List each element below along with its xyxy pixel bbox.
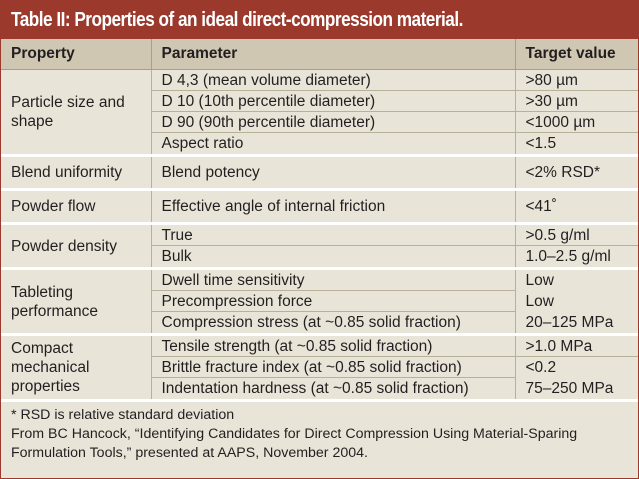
table-row: Powder flow Effective angle of internal … [1,188,638,224]
header-target: Target value [515,39,638,70]
table-row: Particle size and shape D 4,3 (mean volu… [1,69,638,156]
parameter-cell: Brittle fracture index (at ~0.85 solid f… [151,356,516,378]
table-row: Precompression force Low [1,290,638,312]
parameter-cell: Effective angle of internal friction [151,188,516,224]
properties-table: Property Parameter Target value Particle… [1,39,638,399]
parameter-cell: Compression stress (at ~0.85 solid fract… [151,311,516,335]
table-row: D 90 (90th percentile diameter) <1000 µm [1,111,638,133]
target-cell: <1000 µm [515,111,638,133]
header-property: Property [1,39,152,70]
parameter-cell: Bulk [151,245,516,269]
target-cell: <0.2 [515,356,638,378]
parameter-cell: True [151,222,516,246]
target-cell: >0.5 g/ml [515,222,638,246]
parameter-cell: Indentation hardness (at ~0.85 solid fra… [151,377,516,399]
table-row: D 10 (10th percentile diameter) >30 µm [1,90,638,112]
target-cell: 1.0–2.5 g/ml [515,245,638,269]
parameter-cell: D 10 (10th percentile diameter) [151,90,516,112]
table-row: Indentation hardness (at ~0.85 solid fra… [1,377,638,399]
table-row: Aspect ratio <1.5 [1,132,638,156]
property-cell: Compact mechanical properties [1,333,152,399]
header-parameter: Parameter [151,39,516,70]
target-cell: <1.5 [515,132,638,156]
parameter-cell: Aspect ratio [151,132,516,156]
parameter-cell: D 4,3 (mean volume diameter) [151,69,516,91]
parameter-cell: Blend potency [151,154,516,190]
target-cell: >80 µm [515,69,638,91]
target-cell: <41˚ [515,188,638,224]
table-row: Compact mechanical properties Tensile st… [1,333,638,399]
target-cell: Low [515,290,638,312]
property-cell: Powder flow [1,188,152,224]
table-row: Brittle fracture index (at ~0.85 solid f… [1,356,638,378]
footnote-source-line2: Formulation Tools,” presented at AAPS, N… [11,445,368,461]
target-cell: <2% RSD* [515,154,638,190]
table-row: Bulk 1.0–2.5 g/ml [1,245,638,269]
target-cell: >30 µm [515,90,638,112]
table-title: Table II: Properties of an ideal direct-… [11,8,463,31]
parameter-cell: Tensile strength (at ~0.85 solid fractio… [151,333,516,357]
table-title-bar: Table II: Properties of an ideal direct-… [1,1,638,39]
property-cell: Tableting performance [1,267,152,335]
table-row: Blend uniformity Blend potency <2% RSD* [1,154,638,190]
parameter-cell: D 90 (90th percentile diameter) [151,111,516,133]
footnote-source-line1: From BC Hancock, “Identifying Candidates… [11,426,578,442]
property-cell: Blend uniformity [1,154,152,190]
property-cell: Powder density [1,222,152,269]
parameter-cell: Dwell time sensitivity [151,267,516,291]
target-cell: Low [515,267,638,291]
table-row: Compression stress (at ~0.85 solid fract… [1,311,638,335]
footnote-rsd: * RSD is relative standard deviation [11,407,235,423]
parameter-cell: Precompression force [151,290,516,312]
header-row: Property Parameter Target value [1,39,638,70]
property-cell: Particle size and shape [1,69,152,156]
target-cell: 20–125 MPa [515,311,638,335]
table-footnotes: * RSD is relative standard deviation Fro… [1,399,638,463]
table-row: Powder density True >0.5 g/ml [1,222,638,269]
table-row: Tableting performance Dwell time sensiti… [1,267,638,335]
target-cell: >1.0 MPa [515,333,638,357]
target-cell: 75–250 MPa [515,377,638,399]
